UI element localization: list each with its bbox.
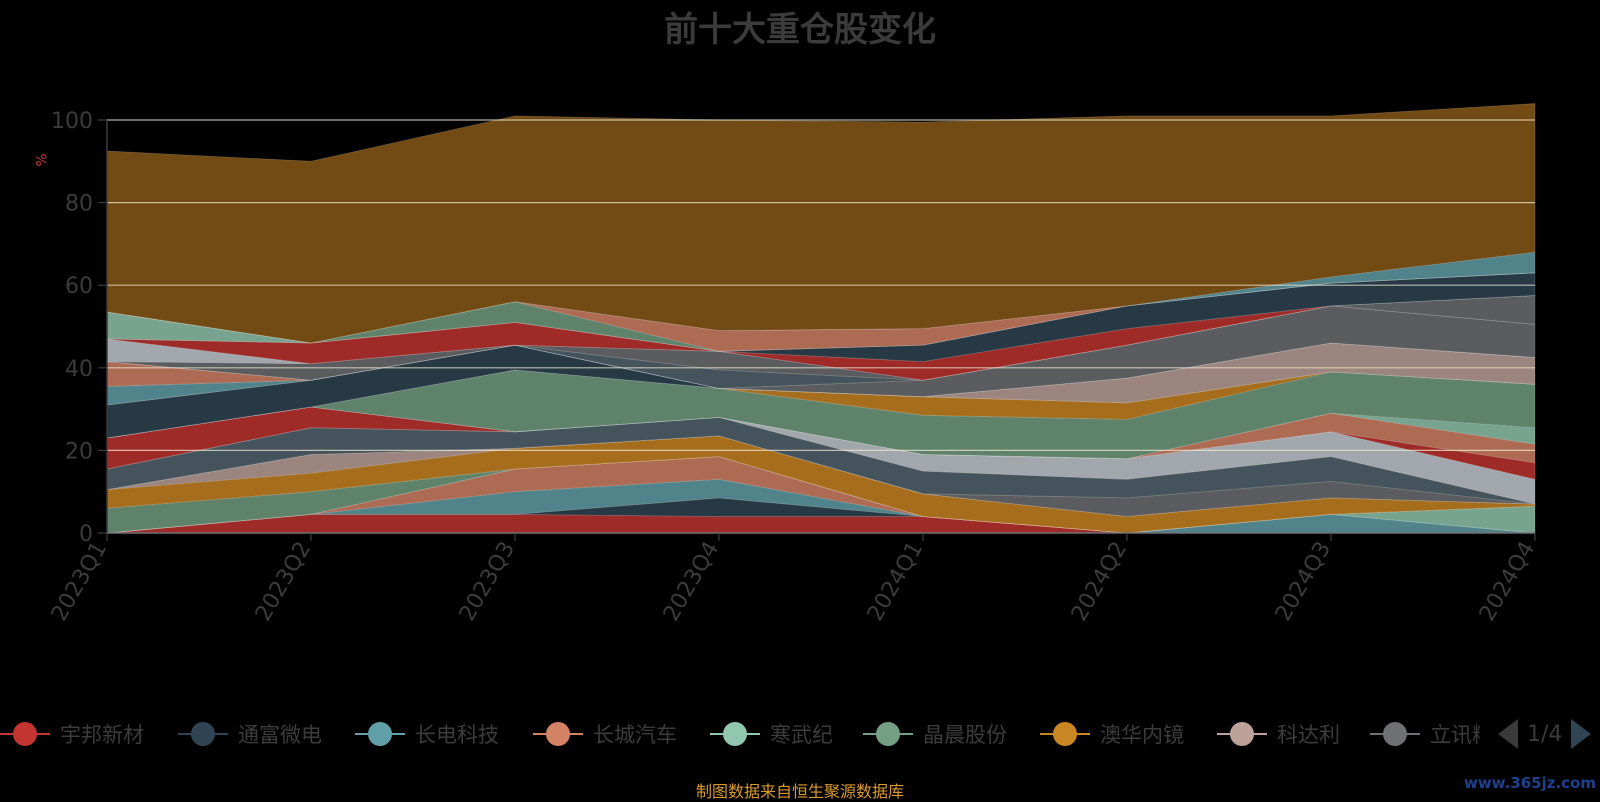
legend-item[interactable]: 澳华内镜 (1040, 716, 1184, 752)
area-series-10 (106, 416, 1536, 505)
y-tick-label: 0 (79, 522, 93, 547)
y-tick-label: 80 (65, 192, 93, 217)
legend-label: 寒武纪 (770, 723, 833, 747)
area-series-23 (106, 295, 1536, 381)
source-note: 制图数据来自恒生聚源数据库 (695, 782, 904, 801)
x-tick-label: 2023Q1 (47, 538, 112, 626)
legend-next-page-icon[interactable] (1571, 719, 1592, 749)
legend-item[interactable]: 立讯精密 (1370, 716, 1480, 752)
area-series-26 (106, 272, 1536, 363)
legend-item[interactable]: 晶晨股份 (863, 716, 1007, 752)
area-series-27 (106, 272, 1536, 352)
legend-marker-icon (0, 721, 50, 747)
legend-item[interactable]: 科达利 (1217, 716, 1340, 752)
legend-label: 通富微电 (238, 723, 322, 747)
area-series-11 (106, 416, 1536, 505)
legend-item[interactable]: 长城汽车 (533, 716, 677, 752)
x-tick-label: 2024Q2 (1067, 538, 1132, 626)
legend-label: 科达利 (1277, 723, 1340, 747)
legend-label: 宇邦新材 (60, 723, 144, 747)
legend-marker-icon (1217, 721, 1267, 747)
legend-item[interactable]: 寒武纪 (710, 716, 833, 752)
legend-marker-icon (178, 721, 228, 747)
legend-item[interactable]: 宇邦新材 (0, 716, 144, 752)
x-tick-label: 2023Q3 (455, 538, 520, 626)
legend-item[interactable]: 长电科技 (355, 716, 499, 752)
legend-marker-icon (863, 721, 913, 747)
legend-marker-icon (533, 721, 583, 747)
legend-item[interactable]: 通富微电 (178, 716, 322, 752)
legend-label: 长城汽车 (593, 723, 677, 747)
gridlines (107, 119, 1535, 451)
legend-label: 立讯精密 (1430, 723, 1480, 747)
y-axis-unit: % (34, 153, 51, 167)
y-tick-label: 40 (65, 357, 93, 382)
x-tick-label: 2024Q1 (863, 538, 928, 626)
legend-marker-icon (710, 721, 760, 747)
area-series-31 (106, 103, 1536, 344)
x-tick-label: 2024Q3 (1271, 538, 1336, 626)
chart-title: 前十大重仓股变化 (664, 10, 936, 50)
legend-items: 宇邦新材 通富微电 长电科技 长城汽车 寒武纪 晶晨股份 澳华内镜 科达利 立讯精密 (0, 716, 1480, 752)
legend-marker-icon (355, 721, 405, 747)
stacked-areas (106, 103, 1536, 534)
x-tick-label: 2023Q4 (659, 538, 724, 626)
y-tick-label: 60 (65, 274, 93, 299)
y-tick-label: 20 (65, 439, 93, 464)
x-tick-label: 2024Q4 (1475, 538, 1540, 626)
x-tick-label: 2023Q2 (251, 538, 316, 626)
y-tick-label: 100 (51, 109, 93, 134)
legend-label: 澳华内镜 (1100, 723, 1184, 747)
legend: 宇邦新材 通富微电 长电科技 长城汽车 寒武纪 晶晨股份 澳华内镜 科达利 立讯精密 (0, 716, 1600, 752)
legend-marker-icon (1370, 721, 1420, 747)
legend-pager: 1/4 (1498, 716, 1592, 752)
legend-prev-page-icon[interactable] (1498, 719, 1518, 749)
legend-marker-icon (1040, 721, 1090, 747)
legend-label: 长电科技 (415, 723, 499, 747)
area-series-14 (106, 406, 1536, 460)
area-series-13 (106, 406, 1536, 464)
legend-page-indicator: 1/4 (1527, 721, 1563, 747)
legend-label: 晶晨股份 (923, 723, 1007, 747)
watermark: www.365jz.com (1463, 774, 1596, 792)
area-series-12 (106, 406, 1536, 480)
